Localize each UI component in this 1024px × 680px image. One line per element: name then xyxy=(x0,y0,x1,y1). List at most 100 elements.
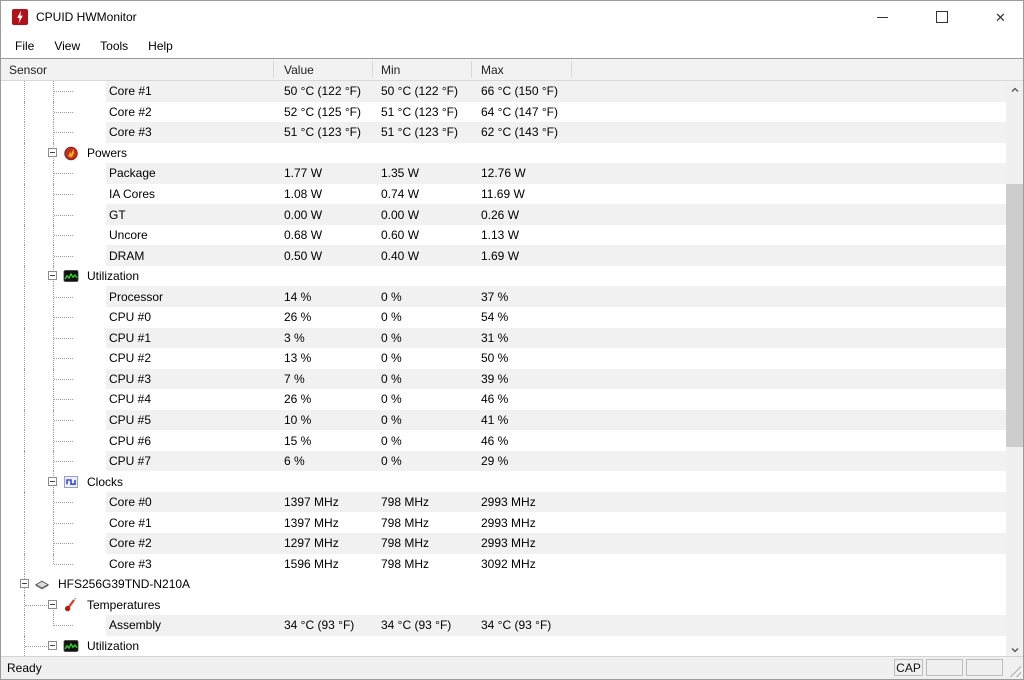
tree-row[interactable]: CPU #0 26 % 0 % 54 % xyxy=(1,307,1008,328)
graph-icon xyxy=(63,638,79,654)
tree-line xyxy=(24,327,25,349)
tree-line xyxy=(24,635,25,657)
tree-line xyxy=(53,327,54,349)
tree-row[interactable]: Utilization xyxy=(1,635,1008,657)
close-button[interactable]: ✕ xyxy=(978,1,1023,33)
menu-help[interactable]: Help xyxy=(148,38,173,53)
tree-row[interactable]: CPU #2 13 % 0 % 50 % xyxy=(1,348,1008,369)
sensor-label: CPU #3 xyxy=(109,371,152,386)
resize-grip[interactable] xyxy=(1007,663,1021,677)
collapse-toggle[interactable] xyxy=(48,476,57,486)
tree-row[interactable]: Processor 14 % 0 % 37 % xyxy=(1,286,1008,308)
collapse-toggle[interactable] xyxy=(48,147,57,157)
tree-row[interactable]: CPU #7 6 % 0 % 29 % xyxy=(1,450,1008,472)
tree-connector xyxy=(54,543,73,545)
tree-row[interactable]: Powers xyxy=(1,142,1008,164)
tree-connector xyxy=(54,235,73,237)
vertical-scrollbar[interactable] xyxy=(1006,81,1023,658)
tree-line xyxy=(24,101,25,123)
tree-row[interactable]: Core #1 1397 MHz 798 MHz 2993 MHz xyxy=(1,512,1008,534)
scrollbar-thumb[interactable] xyxy=(1006,184,1023,447)
tree-connector xyxy=(54,420,73,422)
column-divider[interactable] xyxy=(471,61,472,78)
thermo-icon xyxy=(63,597,79,613)
column-header-sensor[interactable]: Sensor xyxy=(9,62,48,77)
minimize-button[interactable] xyxy=(860,1,905,33)
tree-row[interactable]: IA Cores 1.08 W 0.74 W 11.69 W xyxy=(1,183,1008,205)
tree-row[interactable]: CPU #1 3 % 0 % 31 % xyxy=(1,327,1008,349)
tree-line xyxy=(53,389,54,410)
value-cell: 1297 MHz xyxy=(284,536,339,551)
tree-line xyxy=(53,450,54,472)
value-cell: 0.68 W xyxy=(284,228,323,243)
max-cell: 66 °C (150 °F) xyxy=(481,84,558,99)
collapse-toggle[interactable] xyxy=(48,271,57,281)
sensor-label: Core #2 xyxy=(109,104,152,119)
tree-line xyxy=(24,204,25,225)
column-header-min[interactable]: Min xyxy=(381,62,401,77)
chevron-up-icon xyxy=(1011,87,1018,92)
tree-connector xyxy=(54,358,73,360)
min-cell: 34 °C (93 °F) xyxy=(381,618,452,633)
tree-line xyxy=(53,615,54,626)
tree-line xyxy=(24,450,25,472)
collapse-toggle[interactable] xyxy=(48,641,57,651)
maximize-button[interactable] xyxy=(919,1,964,33)
tree-row[interactable]: Utilization xyxy=(1,265,1008,287)
status-bar: Ready CAP xyxy=(1,656,1023,679)
tree-row[interactable]: HFS256G39TND-N210A xyxy=(1,574,1008,595)
tree-line xyxy=(24,122,25,143)
menu-view[interactable]: View xyxy=(54,38,81,53)
tree-row[interactable]: Core #3 1596 MHz 798 MHz 3092 MHz xyxy=(1,553,1008,575)
collapse-toggle[interactable] xyxy=(48,599,57,609)
tree-line xyxy=(53,245,54,266)
window-title: CPUID HWMonitor xyxy=(36,10,137,24)
tree-line xyxy=(53,101,54,123)
tree-row[interactable]: Core #1 50 °C (122 °F) 50 °C (122 °F) 66 °C… xyxy=(1,81,1008,102)
tree-row[interactable]: Assembly 34 °C (93 °F) 34 °C (93 °F) 34 °C … xyxy=(1,615,1008,636)
scroll-up-button[interactable] xyxy=(1006,81,1023,98)
tree-row[interactable]: Package 1.77 W 1.35 W 12.76 W xyxy=(1,163,1008,184)
menu-file[interactable]: File xyxy=(15,38,35,53)
tree-row[interactable]: Core #0 1397 MHz 798 MHz 2993 MHz xyxy=(1,491,1008,513)
tree-line xyxy=(53,81,54,102)
column-divider[interactable] xyxy=(273,61,274,78)
column-divider[interactable] xyxy=(571,61,572,78)
tree-connector xyxy=(54,502,73,504)
sensor-label: CPU #1 xyxy=(109,330,152,345)
max-cell: 46 % xyxy=(481,392,509,407)
sensor-label: Processor xyxy=(109,289,164,304)
tree-row[interactable]: CPU #5 10 % 0 % 41 % xyxy=(1,409,1008,431)
tree-row[interactable]: GT 0.00 W 0.00 W 0.26 W xyxy=(1,204,1008,225)
tree-row[interactable]: CPU #6 15 % 0 % 46 % xyxy=(1,430,1008,451)
value-cell: 1.08 W xyxy=(284,187,323,201)
sensor-label: Uncore xyxy=(109,228,148,243)
tree-row[interactable]: Clocks xyxy=(1,471,1008,492)
tree-line xyxy=(24,307,25,328)
tree-row[interactable]: Uncore 0.68 W 0.60 W 1.13 W xyxy=(1,224,1008,246)
tree-row[interactable]: Core #2 52 °C (125 °F) 51 °C (123 °F) 64 °C… xyxy=(1,101,1008,123)
tree-row[interactable]: CPU #3 7 % 0 % 39 % xyxy=(1,368,1008,390)
tree-row[interactable]: Core #3 51 °C (123 °F) 51 °C (123 °F) 62 °C… xyxy=(1,122,1008,143)
tree-row[interactable]: Core #2 1297 MHz 798 MHz 2993 MHz xyxy=(1,533,1008,554)
tree-line xyxy=(24,183,25,205)
column-header-value[interactable]: Value xyxy=(284,62,314,77)
tree-line xyxy=(53,533,54,554)
tree-row[interactable]: Temperatures xyxy=(1,594,1008,616)
menu-tools[interactable]: Tools xyxy=(100,38,129,53)
tree-row[interactable]: CPU #4 26 % 0 % 46 % xyxy=(1,389,1008,410)
sensor-label: DRAM xyxy=(109,248,145,263)
tree-connector xyxy=(54,625,73,627)
column-divider[interactable] xyxy=(372,61,373,78)
graph-icon xyxy=(63,268,79,284)
min-cell: 1.35 W xyxy=(381,166,420,181)
scroll-down-button[interactable] xyxy=(1006,641,1023,658)
tree-line xyxy=(53,368,54,390)
min-cell: 0.74 W xyxy=(381,187,420,201)
tree-row[interactable]: DRAM 0.50 W 0.40 W 1.69 W xyxy=(1,245,1008,266)
value-cell: 0.00 W xyxy=(284,207,323,222)
row-stripe xyxy=(106,533,1008,554)
column-header-max[interactable]: Max xyxy=(481,62,504,77)
collapse-toggle[interactable] xyxy=(20,579,29,589)
